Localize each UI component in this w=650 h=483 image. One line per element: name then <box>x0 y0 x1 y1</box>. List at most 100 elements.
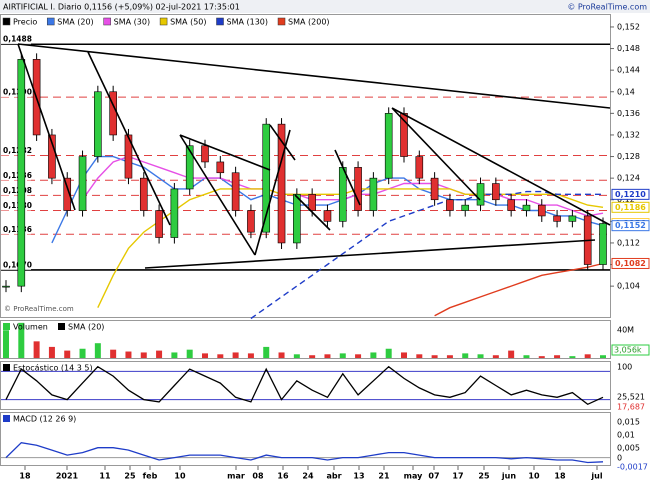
volume-bar <box>355 354 362 358</box>
date-label: 17 <box>452 472 463 481</box>
candle <box>415 156 424 179</box>
date-label: 10 <box>174 472 186 481</box>
sma-line <box>97 188 604 309</box>
level-label: 0,1282 <box>3 146 32 155</box>
axis-label: 17,687 <box>617 403 645 412</box>
axis-label: 0 <box>617 454 622 463</box>
volume-bar <box>125 351 132 358</box>
volume-frame <box>0 320 611 359</box>
price-tick-label: 0,132 <box>617 130 640 139</box>
level-label-bg <box>1 171 31 181</box>
brand: © ProRealTime.com <box>567 3 647 12</box>
legend-label: SMA (30) <box>114 18 150 27</box>
volume-bar <box>278 352 285 358</box>
volume-bar <box>18 322 25 358</box>
date-label: jul <box>590 472 602 481</box>
volume-bar <box>584 354 591 358</box>
volume-bar <box>171 352 178 358</box>
date-label: jun <box>501 472 516 481</box>
macd-frame <box>0 412 611 466</box>
axis-label: 0,015 <box>617 418 640 427</box>
volume-bar <box>263 346 270 358</box>
volume-bar <box>538 356 545 358</box>
level-label: 0,1390 <box>3 88 32 97</box>
axis-label: 100 <box>617 363 632 372</box>
legend-label: SMA (130) <box>227 18 269 27</box>
volume-bar <box>110 349 117 358</box>
volume-bar <box>401 352 407 358</box>
legend-label: Precio <box>13 18 37 27</box>
candle <box>461 204 470 211</box>
date-label: 16 <box>277 472 289 481</box>
date-label: 18 <box>554 472 566 481</box>
volume-bar <box>232 352 239 358</box>
volume-bar <box>202 353 208 358</box>
price-tick-label: 0,124 <box>617 174 640 183</box>
volume-bar <box>309 355 316 358</box>
legend-label: SMA (50) <box>170 18 206 27</box>
price-tick-label: 0,136 <box>617 109 640 118</box>
price-tick-label: 0,14 <box>617 87 635 96</box>
macd-line <box>5 442 604 464</box>
price-frame <box>0 14 611 318</box>
price-tick-label: 0,104 <box>617 282 640 291</box>
axis-label: 25,521 <box>617 393 645 402</box>
header-title: AIRTIFICIAL I. Diario 0,1156 (+5,09%) 02… <box>3 3 240 12</box>
volume-bar <box>416 354 423 358</box>
legend-swatch <box>46 17 55 26</box>
value-tag <box>611 344 650 356</box>
volume-bar <box>217 354 224 358</box>
level-label-bg <box>1 225 31 235</box>
level-label-bg <box>1 260 31 270</box>
date-label: 24 <box>302 472 314 481</box>
date-label: 07 <box>428 472 439 481</box>
axis-label: 3,056k <box>614 346 642 355</box>
level-label: 0,1488 <box>3 35 32 44</box>
trend-lines <box>17 43 611 269</box>
candle <box>17 59 26 287</box>
volume-bar <box>477 354 484 358</box>
volume-bar <box>156 350 163 358</box>
candle <box>247 210 255 233</box>
candle <box>308 194 316 211</box>
candle <box>262 123 271 233</box>
date-label: 18 <box>19 472 31 481</box>
date-label: mar <box>227 472 245 481</box>
axis-label: 40M <box>617 326 634 335</box>
stoch-frame <box>0 361 611 410</box>
candle <box>201 145 209 163</box>
date-label: 11 <box>99 472 111 481</box>
volume-bar <box>492 355 499 358</box>
date-label: may <box>404 472 423 481</box>
volume-bar <box>370 352 377 358</box>
candle <box>568 215 577 222</box>
legend-swatch <box>159 17 168 26</box>
date-label: 10 <box>528 472 540 481</box>
volume-bar <box>186 349 193 358</box>
candle <box>155 210 163 238</box>
volume-bar <box>523 355 530 358</box>
panel-title: Estocástico (14 3 5) <box>13 364 93 373</box>
legend-swatch <box>3 364 10 371</box>
candle <box>599 223 607 265</box>
value-tag-label: 0,1186 <box>615 203 646 212</box>
volume-bar <box>569 356 576 358</box>
legend-swatch <box>58 323 65 330</box>
date-label: feb <box>143 472 158 481</box>
axis-label: 0,005 <box>617 444 640 453</box>
candle <box>492 183 500 201</box>
axis-label: 0,01 <box>617 431 635 440</box>
volume-bar <box>94 343 101 358</box>
candle <box>63 177 72 211</box>
price-tick-label: 0,128 <box>617 152 640 161</box>
candle <box>400 113 408 157</box>
legend-swatch <box>3 415 10 422</box>
candle <box>48 134 56 179</box>
price-tick-label: 0,112 <box>617 238 640 247</box>
candle <box>507 199 515 211</box>
date-label: 08 <box>252 472 264 481</box>
legend-label: SMA (200) <box>288 18 330 27</box>
candle <box>139 177 148 211</box>
